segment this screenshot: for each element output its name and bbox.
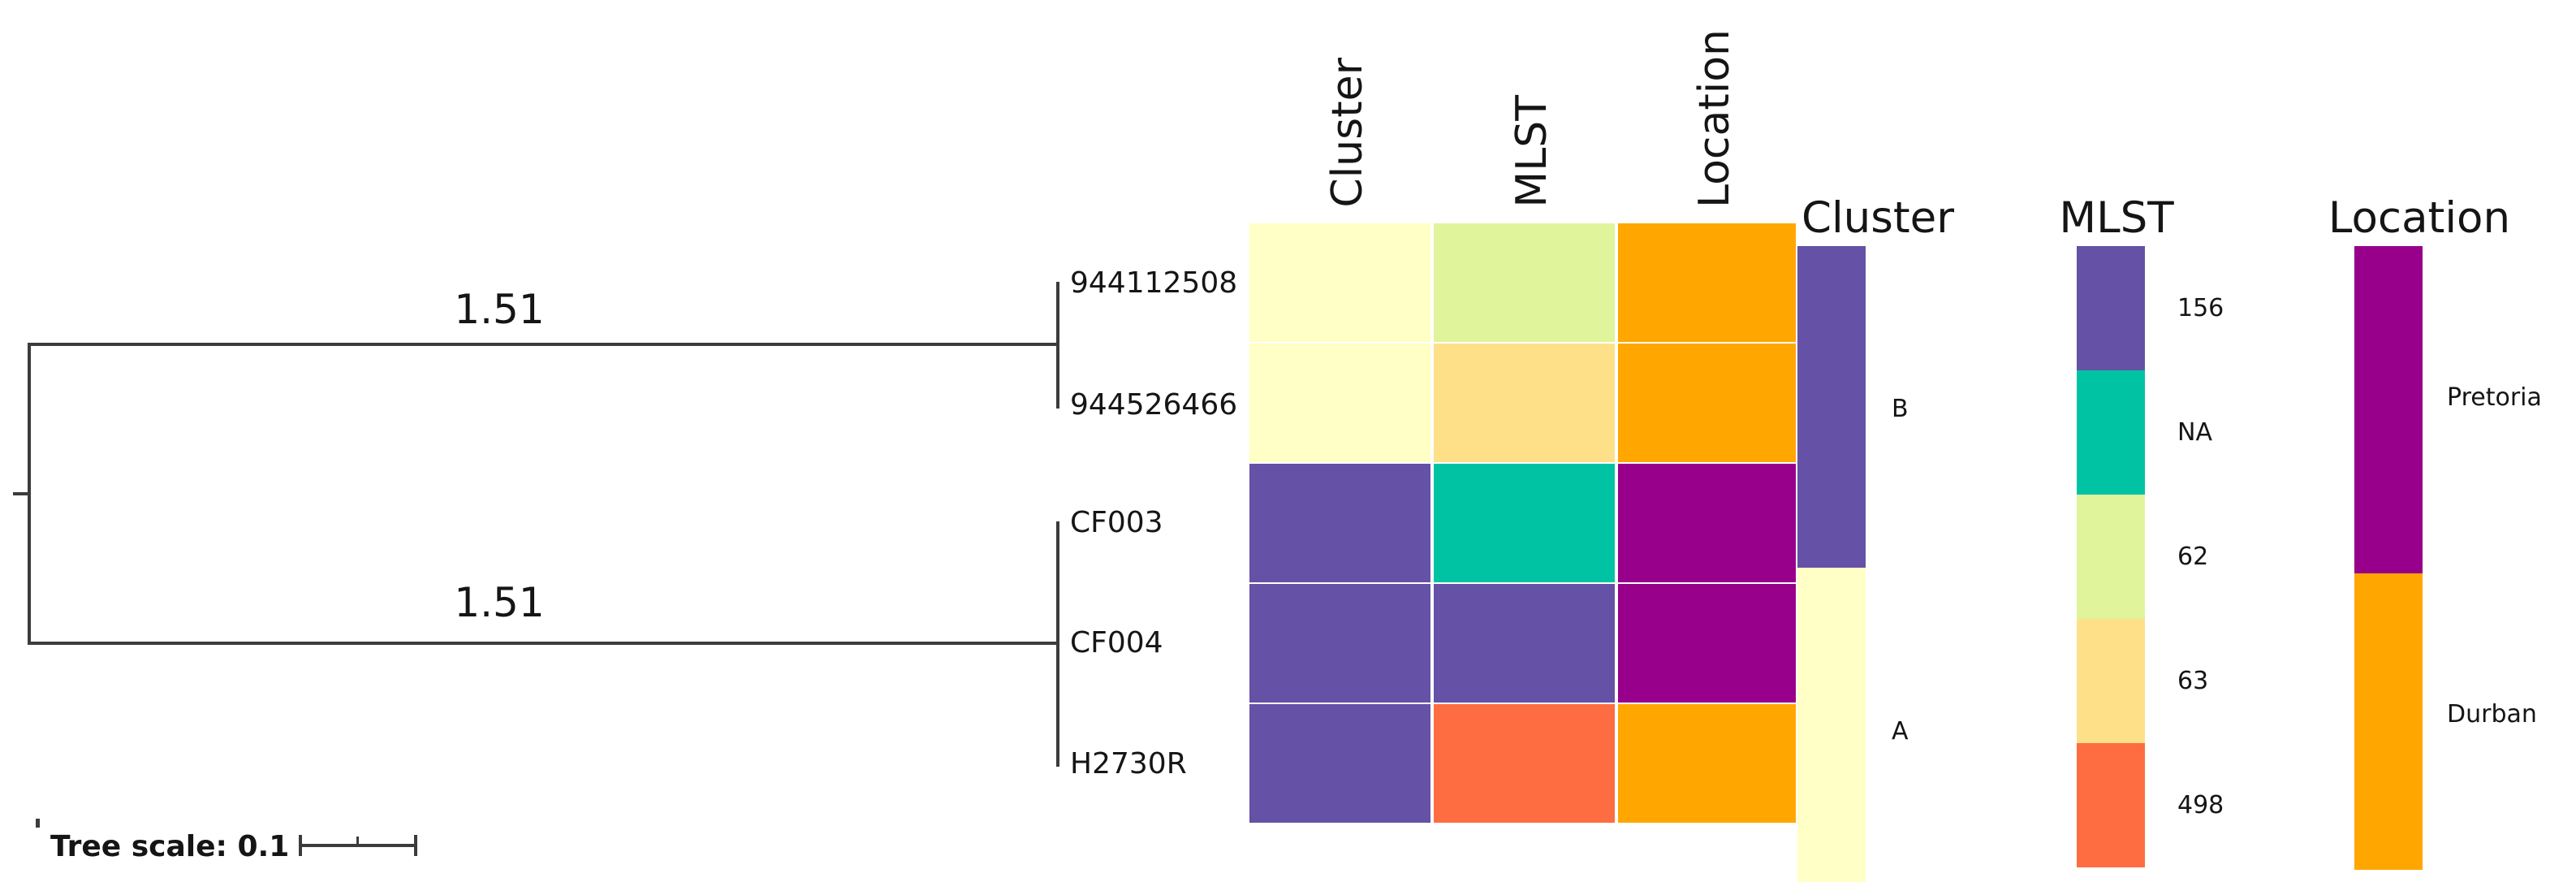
legend-swatch-Cluster-B bbox=[1797, 246, 1866, 568]
legend-swatch-MLST-NA bbox=[2077, 370, 2145, 495]
legend-item-label-MLST-62: 62 bbox=[2177, 542, 2209, 571]
legend-swatch-Location-Pretoria bbox=[2354, 246, 2423, 573]
tree-root-stub bbox=[13, 492, 29, 495]
legend-swatch-Cluster-A bbox=[1797, 568, 1866, 882]
heatmap-cell-H2730R-Location bbox=[1618, 704, 1796, 823]
heatmap-column-header-location: Location bbox=[1690, 29, 1739, 208]
tree-tip-label: 944112508 bbox=[1070, 266, 1238, 300]
heatmap-cell-944526466-MLST bbox=[1434, 344, 1615, 462]
tree-scale-label: Tree scale: 0.1 bbox=[50, 830, 290, 863]
legend-swatch-MLST-63 bbox=[2077, 619, 2145, 743]
tree-tip-label: 944526466 bbox=[1070, 388, 1238, 422]
tree-branch-bottom bbox=[28, 642, 1059, 645]
legend-item-label-Location-Pretoria: Pretoria bbox=[2447, 383, 2542, 412]
heatmap-cell-H2730R-Cluster bbox=[1249, 704, 1430, 823]
legend-item-label-MLST-NA: NA bbox=[2177, 417, 2212, 447]
heatmap-cell-H2730R-MLST bbox=[1434, 704, 1615, 823]
metadata-heatmap bbox=[1249, 223, 1796, 823]
legend-swatch-MLST-498 bbox=[2077, 743, 2145, 867]
tree-tip-label: H2730R bbox=[1070, 747, 1187, 780]
legend-item-label-Location-Durban: Durban bbox=[2447, 699, 2537, 729]
heatmap-cell-944112508-MLST bbox=[1434, 223, 1615, 342]
legend-item-label-MLST-498: 498 bbox=[2177, 790, 2224, 819]
legend-item-label-MLST-156: 156 bbox=[2177, 293, 2224, 322]
scale-bar-tick-right bbox=[414, 835, 417, 856]
tree-connector-bottom-clade bbox=[1056, 521, 1059, 767]
legend-item-label-Cluster-B: B bbox=[1892, 395, 1909, 423]
heatmap-cell-CF004-MLST bbox=[1434, 584, 1615, 703]
heatmap-cell-944112508-Location bbox=[1618, 223, 1796, 342]
legend-title-mlst: MLST bbox=[2059, 193, 2174, 243]
heatmap-cell-CF003-MLST bbox=[1434, 464, 1615, 582]
heatmap-cell-CF003-Location bbox=[1618, 464, 1796, 582]
legend-item-label-MLST-63: 63 bbox=[2177, 666, 2209, 695]
tree-tip-label: CF003 bbox=[1070, 506, 1163, 539]
legend-item-label-Cluster-A: A bbox=[1892, 716, 1909, 746]
scale-bar-tick-middle bbox=[356, 837, 359, 847]
heatmap-column-header-mlst: MLST bbox=[1508, 95, 1556, 208]
tree-tip-label: CF004 bbox=[1070, 626, 1163, 659]
branch-length-label-bottom: 1.51 bbox=[454, 579, 545, 626]
heatmap-cell-944526466-Location bbox=[1618, 344, 1796, 462]
tree-connector-top-clade bbox=[1056, 282, 1059, 409]
tree-root-vertical bbox=[28, 343, 31, 645]
heatmap-cell-CF004-Location bbox=[1618, 584, 1796, 703]
heatmap-column-header-cluster: Cluster bbox=[1323, 58, 1372, 208]
heatmap-cell-944112508-Cluster bbox=[1249, 223, 1430, 342]
legend-swatch-MLST-156 bbox=[2077, 246, 2145, 370]
heatmap-cell-CF003-Cluster bbox=[1249, 464, 1430, 582]
legend-title-location: Location bbox=[2328, 193, 2511, 243]
heatmap-cell-944526466-Cluster bbox=[1249, 344, 1430, 462]
legend-swatch-MLST-62 bbox=[2077, 495, 2145, 619]
legend-swatch-Location-Durban bbox=[2354, 573, 2423, 870]
legend-title-cluster: Cluster bbox=[1801, 193, 1955, 243]
branch-length-label-top: 1.51 bbox=[454, 286, 545, 333]
tree-branch-top bbox=[28, 343, 1059, 346]
heatmap-cell-CF004-Cluster bbox=[1249, 584, 1430, 703]
stray-tick-mark bbox=[36, 819, 40, 828]
scale-bar-tick-left bbox=[299, 835, 302, 856]
